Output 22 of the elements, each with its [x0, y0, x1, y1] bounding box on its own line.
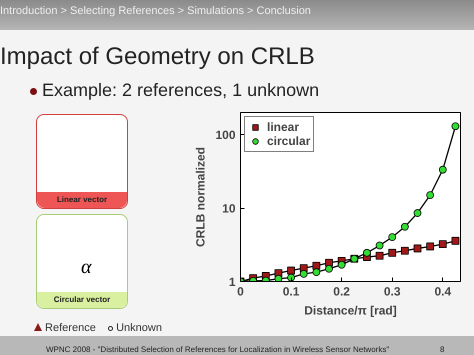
legend-label: circular [267, 134, 310, 148]
text: 8 [440, 344, 444, 355]
legend-label: linear [267, 120, 300, 134]
x-tick-label: 0 [237, 284, 244, 298]
x-tick-label: 0.4 [434, 284, 452, 298]
x-tick-label: 0.1 [282, 284, 300, 298]
x-axis-title: Distance/π [rad] [304, 304, 397, 318]
text: WPNC 2008 - "Distributed Selection of References for Localization in Wireless Sensor Networks" [45, 344, 390, 355]
y-axis-title: CRLB normalized [193, 146, 208, 248]
text: α [81, 255, 92, 280]
text: Reference [45, 322, 96, 334]
x-tick-label: 0.2 [333, 284, 350, 298]
x-tick-label: 0.3 [384, 284, 401, 298]
text: Introduction > Selecting References > Simulations > Conclusion [0, 4, 312, 19]
y-tick-label: 10 [222, 202, 236, 216]
y-tick-label: 1 [228, 275, 236, 289]
text: Circular vector [37, 292, 127, 308]
chart-subtitle: Example: 2 references, 1 unknown [41, 79, 320, 102]
y-tick-label: 100 [215, 128, 236, 142]
text: Unknown [116, 322, 162, 334]
chart-title: Impact of Geometry on CRLB [0, 42, 315, 72]
text: Linear vector [37, 192, 127, 208]
